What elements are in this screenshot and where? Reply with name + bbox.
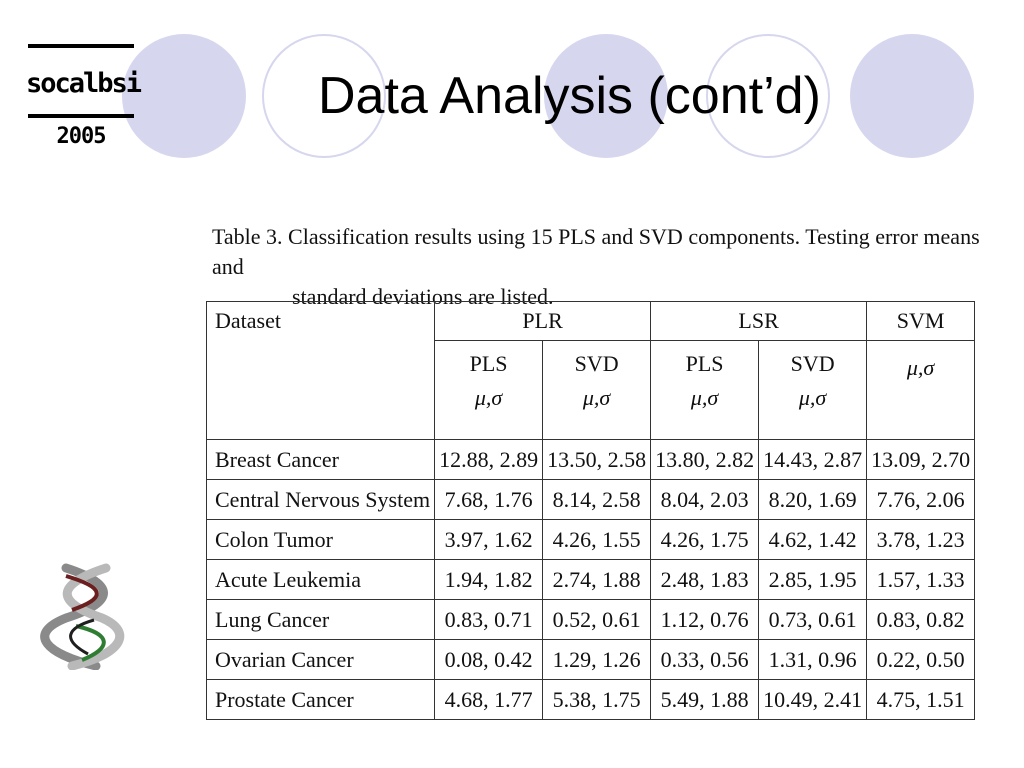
- cell-value: 4.62, 1.42: [758, 519, 868, 560]
- cell-value: 5.38, 1.75: [542, 679, 652, 720]
- dataset-name: Ovarian Cancer: [205, 639, 436, 680]
- dna-helix-icon: [40, 563, 125, 670]
- cell-value: 10.49, 2.41: [758, 679, 868, 720]
- cell-value: 1.94, 1.82: [434, 559, 544, 600]
- decor-circle-5: [850, 34, 974, 158]
- decor-circle-2: [262, 34, 386, 158]
- cell-value: 4.75, 1.51: [866, 679, 976, 720]
- cell-value: 2.85, 1.95: [758, 559, 868, 600]
- logo-name: socalbsi: [26, 68, 142, 99]
- cell-value: 4.26, 1.55: [542, 519, 652, 560]
- subheader-plr-svd: SVD μ,σ: [542, 340, 652, 440]
- dataset-name: Central Nervous System: [205, 479, 436, 520]
- cell-value: 1.29, 1.26: [542, 639, 652, 680]
- dataset-name: Lung Cancer: [205, 599, 436, 640]
- table-row: Acute Leukemia 1.94, 1.82 2.74, 1.88 2.4…: [205, 559, 976, 600]
- decor-circle-1: [122, 34, 246, 158]
- cell-value: 4.26, 1.75: [650, 519, 760, 560]
- socalbsi-logo: socalbsi 2005: [26, 44, 142, 154]
- decor-circle-4: [706, 34, 830, 158]
- dataset-name: Breast Cancer: [205, 439, 436, 480]
- cell-value: 13.09, 2.70: [866, 439, 976, 480]
- table-row: Central Nervous System 7.68, 1.76 8.14, …: [205, 479, 976, 520]
- table-row: Lung Cancer 0.83, 0.71 0.52, 0.61 1.12, …: [205, 599, 976, 640]
- cell-value: 2.48, 1.83: [650, 559, 760, 600]
- cell-value: 7.76, 2.06: [866, 479, 976, 520]
- cell-value: 0.22, 0.50: [866, 639, 976, 680]
- logo-bar-top: [28, 44, 134, 48]
- subheader-svm: μ,σ: [866, 340, 976, 440]
- dataset-name: Colon Tumor: [205, 519, 436, 560]
- cell-value: 1.12, 0.76: [650, 599, 760, 640]
- dataset-name: Acute Leukemia: [205, 559, 436, 600]
- cell-value: 0.73, 0.61: [758, 599, 868, 640]
- cell-value: 13.50, 2.58: [542, 439, 652, 480]
- logo-year: 2005: [56, 124, 107, 149]
- cell-value: 0.52, 0.61: [542, 599, 652, 640]
- slide-title: Data Analysis (cont’d): [318, 67, 821, 125]
- table-row: Colon Tumor 3.97, 1.62 4.26, 1.55 4.26, …: [205, 519, 976, 560]
- cell-value: 4.68, 1.77: [434, 679, 544, 720]
- table-caption-line1: Table 3. Classification results using 15…: [212, 224, 980, 279]
- cell-value: 1.31, 0.96: [758, 639, 868, 680]
- cell-value: 3.97, 1.62: [434, 519, 544, 560]
- group-header-plr: PLR: [434, 301, 652, 341]
- cell-value: 0.83, 0.71: [434, 599, 544, 640]
- cell-value: 12.88, 2.89: [434, 439, 544, 480]
- cell-value: 8.04, 2.03: [650, 479, 760, 520]
- subheader-lsr-svd: SVD μ,σ: [758, 340, 868, 440]
- cell-value: 13.80, 2.82: [650, 439, 760, 480]
- cell-value: 8.14, 2.58: [542, 479, 652, 520]
- table-row: Breast Cancer 12.88, 2.89 13.50, 2.58 13…: [205, 439, 976, 480]
- cell-value: 8.20, 1.69: [758, 479, 868, 520]
- decor-circle-3: [544, 34, 668, 158]
- cell-value: 14.43, 2.87: [758, 439, 868, 480]
- group-header-lsr: LSR: [650, 301, 868, 341]
- dataset-header: Dataset: [205, 301, 436, 440]
- dataset-name: Prostate Cancer: [205, 679, 436, 720]
- table-caption: Table 3. Classification results using 15…: [212, 222, 1012, 312]
- cell-value: 3.78, 1.23: [866, 519, 976, 560]
- subheader-plr-pls: PLS μ,σ: [434, 340, 544, 440]
- cell-value: 0.83, 0.82: [866, 599, 976, 640]
- group-header-svm: SVM: [866, 301, 976, 341]
- subheader-lsr-pls: PLS μ,σ: [650, 340, 760, 440]
- cell-value: 0.33, 0.56: [650, 639, 760, 680]
- cell-value: 0.08, 0.42: [434, 639, 544, 680]
- table-row: Prostate Cancer 4.68, 1.77 5.38, 1.75 5.…: [205, 679, 976, 720]
- table-row: Ovarian Cancer 0.08, 0.42 1.29, 1.26 0.3…: [205, 639, 976, 680]
- logo-bar-bottom: [28, 114, 134, 118]
- cell-value: 5.49, 1.88: [650, 679, 760, 720]
- cell-value: 1.57, 1.33: [866, 559, 976, 600]
- cell-value: 7.68, 1.76: [434, 479, 544, 520]
- cell-value: 2.74, 1.88: [542, 559, 652, 600]
- results-table: Dataset PLR LSR SVM PLS μ,σ SVD μ,σ PLS μ,σ…: [205, 301, 976, 720]
